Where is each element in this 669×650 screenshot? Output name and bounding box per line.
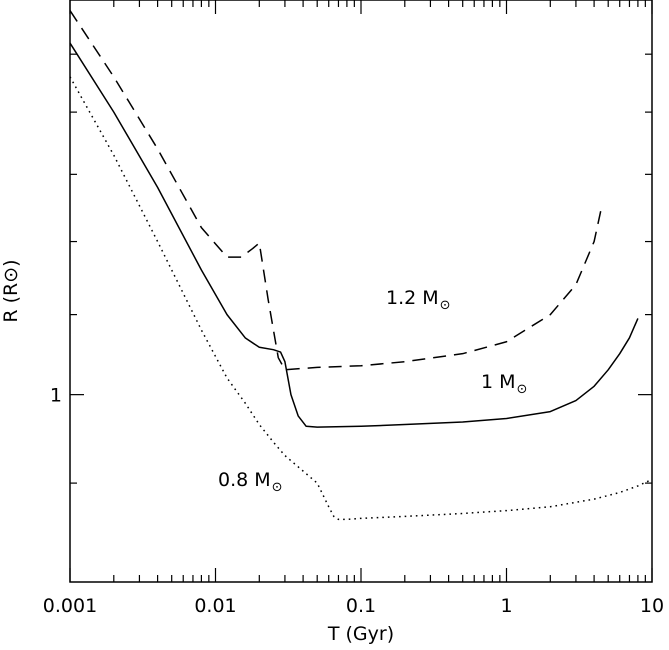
x-tick-label: 10 — [640, 595, 664, 617]
series-line-1-2-msun — [69, 10, 603, 371]
y-axis-tick-labels: 1 — [50, 385, 62, 407]
series-lines — [69, 10, 653, 521]
x-axis-ticks — [69, 0, 653, 582]
series-line-1-msun — [69, 42, 639, 428]
sun-symbol: ⊙ — [272, 480, 283, 495]
x-tick-label: 0.001 — [43, 595, 97, 617]
x-tick-label: 1 — [500, 595, 512, 617]
x-axis-label: T (Gyr) — [327, 623, 394, 645]
series-line-0-8-msun — [69, 76, 653, 521]
y-axis-ticks — [70, 53, 652, 484]
series-label-0-8-msun-text: 0.8 M — [218, 469, 271, 491]
series-label-1-2-msun: 1.2 M⊙ — [386, 287, 451, 313]
series-label-1-msun: 1 M⊙ — [481, 371, 527, 397]
series-label-1-msun-text: 1 M — [481, 371, 516, 393]
y-tick-label: 1 — [50, 385, 62, 407]
y-axis-label: R (R⊙) — [0, 259, 22, 322]
series-label-0-8-msun: 0.8 M⊙ — [218, 469, 283, 495]
x-axis-tick-labels: 0.001 0.01 0.1 1 10 — [43, 595, 664, 617]
x-tick-label: 0.01 — [194, 595, 236, 617]
sun-symbol: ⊙ — [440, 298, 451, 313]
plot-frame — [69, 0, 653, 583]
x-tick-label: 0.1 — [346, 595, 376, 617]
sun-symbol: ⊙ — [517, 382, 528, 397]
series-label-1-2-msun-text: 1.2 M — [386, 287, 439, 309]
